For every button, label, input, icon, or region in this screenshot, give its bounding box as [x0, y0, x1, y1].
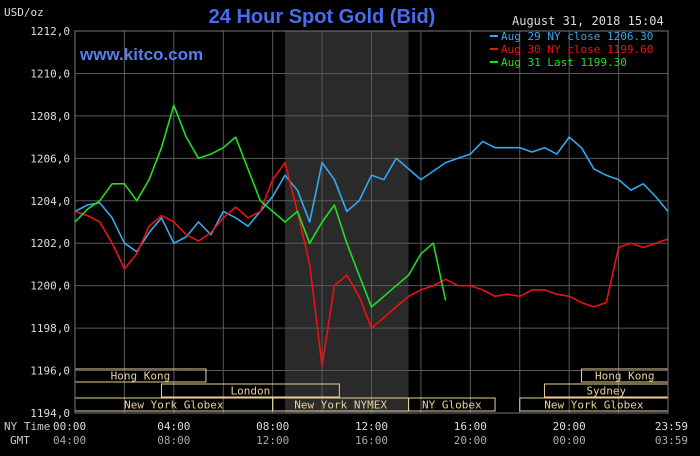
y-tick-label: 1196,0: [30, 365, 70, 378]
y-tick-label: 1206,0: [30, 152, 70, 165]
y-tick-label: 1204,0: [30, 195, 70, 208]
session-label: New York NYMEX: [294, 399, 387, 412]
x-tick-label-ny: 08:00: [256, 420, 289, 433]
y-unit-label: USD/oz: [4, 6, 44, 19]
session-label: NY Globex: [422, 399, 482, 412]
date-stamp: August 31, 2018 15:04: [512, 14, 664, 28]
legend-entry: Aug 30 NY close 1199.60: [501, 43, 653, 56]
x-tick-label-ny: 20:00: [553, 420, 586, 433]
x-tick-label-gmt: 03:59: [655, 434, 688, 447]
price-series: [74, 104, 669, 368]
legend-entry: Aug 31 Last 1199.30: [501, 56, 627, 69]
ny-market-hours-shade: [285, 31, 409, 413]
price-line-1: [74, 136, 669, 253]
x-tick-label-gmt: 08:00: [157, 434, 190, 447]
y-tick-label: 1208,0: [30, 110, 70, 123]
x-tick-label-ny: 12:00: [355, 420, 388, 433]
y-tick-label: 1202,0: [30, 237, 70, 250]
x-tick-label-ny: 00:00: [53, 420, 86, 433]
x-tick-label-ny: 23:59: [655, 420, 688, 433]
trading-sessions: Hong Kong London New York Globex New York N…: [74, 368, 669, 412]
kitco-watermark: www.kitco.com: [79, 45, 203, 64]
price-line-2: [74, 161, 669, 368]
y-tick-label: 1212,0: [30, 25, 70, 38]
gmt-row-label: GMT: [10, 434, 30, 447]
session-label: Hong Kong: [111, 370, 171, 383]
session-label: Hong Kong: [595, 370, 655, 383]
y-tick-label: 1200,0: [30, 280, 70, 293]
x-tick-label-gmt: 16:00: [355, 434, 388, 447]
x-tick-label-ny: 16:00: [454, 420, 487, 433]
x-tick-label-ny: 04:00: [157, 420, 190, 433]
session-label: London: [231, 385, 271, 398]
ny-time-row-label: NY Time: [4, 420, 50, 433]
session-box: [160, 383, 340, 398]
chart-title: 24 Hour Spot Gold (Bid): [209, 6, 436, 28]
y-tick-label: 1194,0: [30, 407, 70, 420]
session-label: Sydney: [586, 385, 626, 398]
plot-frame: [74, 30, 669, 414]
session-box: [408, 397, 496, 412]
x-tick-label-gmt: 20:00: [454, 434, 487, 447]
x-tick-label-gmt: 04:00: [53, 434, 86, 447]
legend-entry: Aug 29 NY close 1206.30: [501, 30, 653, 43]
x-axis-ticks: 00:00 04:00 08:00 12:00 16:00 20:00 23:5904:00…: [53, 420, 688, 447]
y-tick-label: 1198,0: [30, 322, 70, 335]
session-label: New York Globex: [124, 399, 224, 412]
x-tick-label-gmt: 12:00: [256, 434, 289, 447]
x-tick-label-gmt: 00:00: [553, 434, 586, 447]
session-label: New York Globex: [544, 399, 644, 412]
y-tick-label: 1210,0: [30, 67, 70, 80]
y-axis-ticks: 1212,0 1210,0 1208,0 1206,0 1204,0 1202,0 1200…: [30, 25, 70, 420]
price-line-3: [74, 104, 447, 308]
